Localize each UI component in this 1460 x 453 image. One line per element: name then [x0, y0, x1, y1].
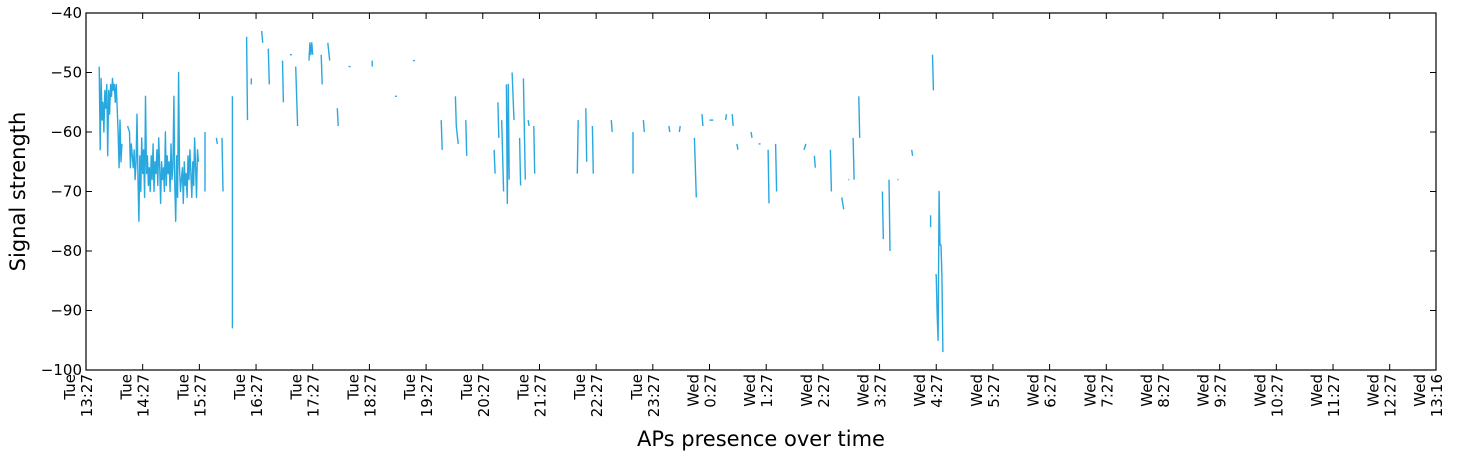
x-axis-title: APs presence over time [637, 427, 885, 451]
series-segment-13 [308, 42, 314, 61]
x-tick-label: Wed6:27 [1025, 374, 1060, 408]
series-segment-63 [931, 54, 935, 91]
series-segment-64 [935, 190, 944, 353]
y-axis-title: Signal strength [6, 112, 30, 272]
series-segment-28 [511, 72, 515, 121]
series-segment-35 [591, 125, 594, 174]
x-tick-label: Wed10:27 [1251, 374, 1286, 417]
x-tick-label: Wed2:27 [798, 374, 833, 408]
series-segment-61 [911, 149, 914, 156]
y-tick-label: −100 [41, 361, 82, 379]
series-segment-24 [493, 149, 496, 174]
series-segment-0 [98, 66, 123, 169]
series-segment-26 [501, 120, 505, 192]
series-segment-25 [497, 102, 500, 138]
y-tick-label: −40 [50, 4, 82, 22]
series-segment-3 [215, 137, 218, 145]
series-segment-40 [678, 125, 681, 133]
y-tick-label: −70 [50, 183, 82, 201]
x-tick-label: Wed12:27 [1365, 374, 1400, 417]
series-segment-36 [610, 120, 613, 133]
series-signal [98, 30, 944, 353]
series-segment-56 [852, 137, 855, 180]
series-segment-6 [245, 36, 249, 121]
x-tick-label: Wed1:27 [741, 374, 776, 408]
y-tick-label: −90 [50, 302, 82, 320]
y-axis: −100 −90 −80 −70 −60 −50 −40 [41, 4, 1436, 379]
series-segment-50 [774, 143, 778, 192]
series-segment-31 [527, 119, 530, 127]
series-segment-27 [505, 83, 510, 205]
x-tick-label: Tue21:27 [514, 374, 549, 417]
series-segment-8 [261, 30, 264, 43]
series-segment-29 [518, 137, 522, 186]
series-segment-53 [829, 149, 833, 192]
series-segment-16 [336, 108, 339, 127]
x-tick-label: Wed5:27 [968, 374, 1003, 408]
x-tick-label: Tue18:27 [344, 374, 379, 417]
series-segment-45 [731, 114, 734, 127]
series-segment-21 [440, 120, 443, 150]
series-segment-14 [320, 54, 323, 85]
series-segment-51 [803, 143, 807, 151]
series-segment-32 [533, 125, 536, 174]
x-tick-label: Wed9:27 [1195, 374, 1230, 408]
series-segment-42 [701, 114, 704, 127]
series-segment-1 [126, 71, 200, 223]
x-tick-label: Tue19:27 [401, 374, 436, 417]
series-segment-52 [813, 155, 816, 168]
series-segment-10 [281, 60, 285, 103]
series-segment-30 [522, 78, 526, 180]
series-segment-33 [576, 120, 579, 174]
series-segment-23 [465, 120, 468, 156]
x-axis: Tue13:27 Tue14:27 Tue15:27 Tue16:27 Tue17:27… [61, 13, 1446, 417]
series-segment-44 [724, 114, 728, 121]
plot-frame [85, 12, 1437, 371]
series-segment-22 [454, 96, 459, 144]
x-tick-label: Wed0:27 [685, 374, 720, 408]
series-segment-46 [736, 143, 739, 150]
series-segment-9 [267, 48, 270, 85]
x-tick-label: Wed4:27 [911, 374, 946, 408]
series-segment-58 [881, 191, 884, 240]
x-tick-label: Tue15:27 [174, 374, 209, 417]
x-tick-label: Tue14:27 [118, 374, 153, 417]
series-segment-39 [668, 125, 671, 133]
x-tick-label: Wed3:27 [855, 374, 890, 408]
x-tick-label: Tue17:27 [288, 374, 323, 417]
x-tick-label: Tue22:27 [571, 374, 606, 417]
series-segment-54 [841, 197, 845, 210]
series-segment-47 [750, 131, 753, 139]
x-tick-label: Wed13:16 [1411, 374, 1446, 417]
series-segment-38 [642, 120, 645, 133]
x-tick-label: Wed11:27 [1308, 374, 1343, 417]
series-segment-34 [585, 108, 588, 162]
x-tick-label: Tue16:27 [231, 374, 266, 417]
x-tick-label: Tue23:27 [628, 374, 663, 417]
x-tick-label: Tue20:27 [458, 374, 493, 417]
series-segment-57 [858, 96, 861, 138]
series-segment-41 [693, 137, 697, 198]
y-tick-label: −50 [50, 64, 82, 82]
y-tick-label: −80 [50, 242, 82, 260]
series-segment-59 [888, 179, 891, 252]
x-tick-label: Tue13:27 [61, 374, 96, 417]
series-segment-15 [327, 42, 331, 61]
series-segment-12 [295, 66, 299, 127]
y-tick-label: −60 [50, 123, 82, 141]
series-segment-49 [767, 149, 770, 204]
x-tick-label: Wed8:27 [1138, 374, 1173, 408]
series-segment-4 [221, 137, 224, 192]
x-tick-label: Wed7:27 [1081, 374, 1116, 408]
